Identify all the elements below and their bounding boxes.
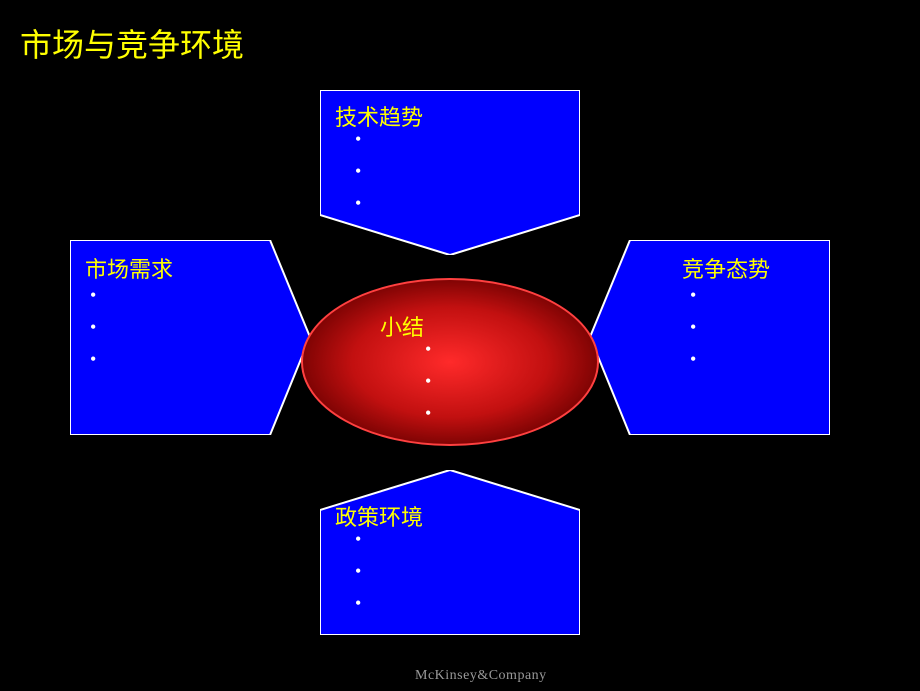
center-bullets bbox=[425, 340, 431, 436]
box-right-bullets bbox=[690, 286, 696, 382]
box-bottom-bullets bbox=[355, 530, 361, 626]
slide-title: 市场与竞争环境 bbox=[20, 20, 244, 66]
bullet bbox=[425, 340, 431, 358]
bullet bbox=[425, 404, 431, 422]
bullet bbox=[355, 562, 361, 580]
bullet bbox=[690, 286, 696, 304]
box-right-label: 竞争态势 bbox=[682, 252, 770, 284]
box-left-bullets bbox=[90, 286, 96, 382]
bullet bbox=[690, 350, 696, 368]
bullet bbox=[355, 594, 361, 612]
box-bottom-label: 政策环境 bbox=[335, 500, 423, 532]
bullet bbox=[90, 286, 96, 304]
slide: 市场与竞争环境 技术趋势 市场需求 竞争态势 bbox=[0, 0, 920, 691]
bullet bbox=[355, 162, 361, 180]
bullet bbox=[425, 372, 431, 390]
bullet bbox=[355, 530, 361, 548]
box-top-label: 技术趋势 bbox=[335, 100, 423, 132]
bullet bbox=[90, 350, 96, 368]
bullet bbox=[355, 130, 361, 148]
bullet bbox=[690, 318, 696, 336]
bullet bbox=[355, 194, 361, 212]
footer-brand: McKinsey&Company bbox=[415, 668, 547, 684]
center-label: 小结 bbox=[380, 310, 424, 342]
bullet bbox=[90, 318, 96, 336]
center-ellipse bbox=[300, 277, 600, 447]
box-top-bullets bbox=[355, 130, 361, 226]
box-left-label: 市场需求 bbox=[85, 252, 173, 284]
